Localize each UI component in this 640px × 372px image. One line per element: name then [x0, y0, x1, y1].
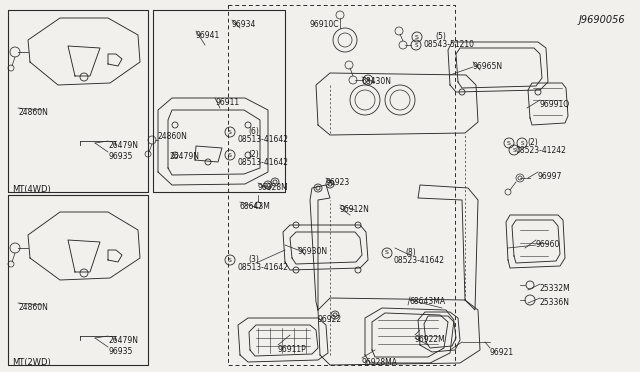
Text: 08513-41642: 08513-41642: [237, 158, 288, 167]
Text: S: S: [507, 141, 511, 145]
Text: S: S: [228, 257, 232, 263]
Text: 96911P: 96911P: [278, 345, 307, 354]
Text: 96930N: 96930N: [298, 247, 328, 256]
Text: 96928M: 96928M: [258, 183, 289, 192]
Text: S: S: [385, 250, 389, 256]
Text: S: S: [520, 141, 524, 145]
Text: 68643M: 68643M: [240, 202, 271, 211]
Text: 08513-41642: 08513-41642: [237, 263, 288, 272]
Text: 08523-41642: 08523-41642: [394, 256, 445, 265]
Text: S: S: [512, 148, 516, 153]
Text: (3): (3): [248, 255, 259, 264]
Text: (8): (8): [405, 248, 416, 257]
Text: MT(4WD): MT(4WD): [12, 185, 51, 194]
Text: 96997: 96997: [538, 172, 563, 181]
Text: S: S: [228, 153, 232, 157]
Text: 08523-41242: 08523-41242: [516, 146, 567, 155]
Text: 96923: 96923: [326, 178, 350, 187]
Text: 26479N: 26479N: [170, 152, 200, 161]
Text: S: S: [366, 77, 370, 83]
Text: (6): (6): [248, 127, 259, 136]
Text: 68430N: 68430N: [362, 77, 392, 86]
Text: MT(2WD): MT(2WD): [12, 358, 51, 367]
Text: 96934: 96934: [232, 20, 257, 29]
Text: 26479N: 26479N: [108, 141, 138, 150]
Text: (2): (2): [248, 150, 259, 159]
Text: 24860N: 24860N: [158, 132, 188, 141]
Text: 26479N: 26479N: [108, 336, 138, 345]
Text: 68643MA: 68643MA: [410, 297, 446, 306]
Text: (5): (5): [435, 32, 446, 41]
Text: 96911: 96911: [215, 98, 239, 107]
Text: 96991Q: 96991Q: [540, 100, 570, 109]
Text: 96935: 96935: [108, 152, 132, 161]
Text: 96910C: 96910C: [310, 20, 339, 29]
Text: 96921: 96921: [490, 348, 514, 357]
Text: 96960: 96960: [536, 240, 561, 249]
Text: (2): (2): [527, 138, 538, 147]
Text: 25332M: 25332M: [540, 284, 571, 293]
Text: 96935: 96935: [108, 347, 132, 356]
Text: 25336N: 25336N: [540, 298, 570, 307]
Text: 96912N: 96912N: [340, 205, 370, 214]
Text: 96922M: 96922M: [415, 335, 445, 344]
Text: S: S: [228, 129, 232, 135]
Text: S: S: [415, 35, 419, 39]
Text: 96941: 96941: [196, 31, 220, 40]
Text: S: S: [414, 42, 418, 48]
Text: 08543-51210: 08543-51210: [424, 40, 475, 49]
Text: 96965N: 96965N: [473, 62, 503, 71]
Text: 24860N: 24860N: [18, 108, 48, 117]
Text: 08513-41642: 08513-41642: [237, 135, 288, 144]
Text: 96922: 96922: [318, 315, 342, 324]
Text: J9690056: J9690056: [579, 15, 625, 25]
Text: 96928MA: 96928MA: [362, 358, 398, 367]
Text: 24860N: 24860N: [18, 303, 48, 312]
